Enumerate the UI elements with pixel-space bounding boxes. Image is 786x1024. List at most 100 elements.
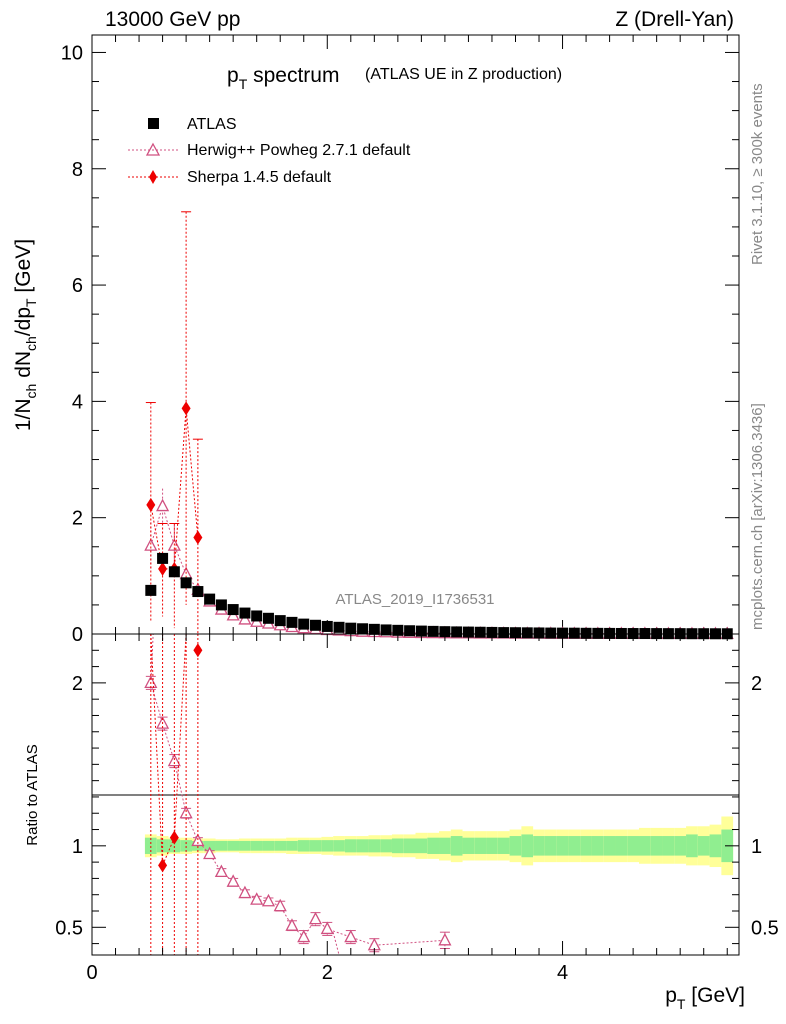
ratio-band-inner bbox=[533, 836, 545, 856]
atlas-point bbox=[204, 593, 216, 605]
ratio-band-inner bbox=[662, 836, 675, 856]
ratio-band-inner bbox=[521, 834, 534, 858]
ratio-band-inner bbox=[321, 840, 334, 852]
atlas-point bbox=[274, 615, 286, 627]
atlas-point bbox=[545, 627, 557, 639]
atlas-point bbox=[557, 627, 569, 639]
atlas-point bbox=[415, 625, 427, 637]
atlas-point bbox=[333, 621, 345, 633]
ratio-band-inner bbox=[239, 840, 251, 851]
atlas-point bbox=[321, 620, 333, 632]
atlas-point bbox=[227, 604, 239, 616]
ratio-band-inner bbox=[380, 839, 392, 853]
ratio-ytick-label: 0.5 bbox=[55, 917, 83, 939]
ratio-herwig-point bbox=[261, 893, 276, 907]
ratio-herwig-point bbox=[308, 911, 323, 925]
atlas-point bbox=[368, 623, 380, 635]
ratio-band-inner bbox=[415, 838, 428, 854]
ratio-herwig-point bbox=[273, 898, 287, 912]
ratio-band-inner bbox=[144, 837, 157, 854]
ratio-herwig-point bbox=[344, 929, 358, 943]
atlas-point bbox=[521, 627, 533, 639]
ratio-herwig-point bbox=[438, 932, 452, 946]
ratio-herwig-point bbox=[167, 753, 181, 767]
main-panel: 0 2 4 6 8 10 ATLAS_2019_I1736531 bbox=[61, 34, 740, 646]
ratio-band-inner bbox=[227, 840, 240, 851]
atlas-point bbox=[439, 626, 451, 638]
analysis-id: ATLAS_2019_I1736531 bbox=[335, 591, 494, 608]
atlas-point bbox=[251, 610, 263, 622]
ratio-herwig-point bbox=[203, 846, 217, 860]
mcplots-label: mcplots.cern.ch [arXiv:1306.3436] bbox=[749, 403, 766, 630]
main-ytick-label: 8 bbox=[72, 159, 83, 181]
atlas-point bbox=[404, 625, 416, 637]
ratio-sherpa-point bbox=[158, 858, 168, 873]
legend-marker-sherpa bbox=[149, 170, 157, 184]
main-marks bbox=[144, 211, 734, 640]
plot-title-sub: T bbox=[239, 76, 248, 92]
ratio-herwig-point bbox=[214, 864, 228, 878]
ratio-herwig-line bbox=[150, 682, 445, 946]
atlas-point bbox=[192, 586, 204, 598]
atlas-point bbox=[168, 566, 180, 578]
ratio-herwig-tail bbox=[332, 932, 340, 956]
legend-label-atlas: ATLAS bbox=[187, 116, 237, 133]
atlas-point bbox=[580, 627, 592, 639]
ratio-band-inner bbox=[450, 836, 463, 856]
ratio-sherpa-point bbox=[169, 830, 179, 845]
atlas-point bbox=[357, 623, 369, 635]
atlas-point bbox=[462, 626, 474, 638]
atlas-point bbox=[451, 626, 463, 638]
plot-title-note: (ATLAS UE in Z production) bbox=[365, 66, 562, 83]
ratio-herwig-point bbox=[226, 874, 240, 887]
ratio-band-inner bbox=[297, 840, 310, 852]
ratio-ytick-label-right: 0.5 bbox=[751, 917, 779, 939]
ratio-herwig-point bbox=[320, 921, 334, 935]
atlas-point bbox=[215, 599, 227, 611]
plot-title-p: p bbox=[227, 64, 239, 87]
atlas-point bbox=[604, 627, 616, 639]
ratio-band-inner bbox=[368, 839, 381, 853]
ratio-panel: 0.5 0.5 1 1 2 2 0 2 4 bbox=[55, 633, 779, 984]
atlas-point bbox=[615, 627, 627, 639]
ratio-band-inner bbox=[215, 840, 228, 851]
atlas-point bbox=[533, 627, 545, 639]
ratio-band-inner bbox=[615, 836, 628, 856]
atlas-point bbox=[145, 584, 157, 596]
ratio-band-inner bbox=[262, 840, 275, 851]
main-ticks: 0 2 4 6 8 10 bbox=[61, 35, 739, 646]
ratio-band-inner bbox=[627, 836, 640, 856]
ratio-band-inner bbox=[309, 840, 322, 852]
atlas-point bbox=[498, 627, 510, 639]
ratio-band-inner bbox=[544, 836, 557, 856]
ratio-herwig-point bbox=[179, 805, 193, 819]
ratio-band-inner bbox=[156, 839, 169, 853]
atlas-point bbox=[592, 627, 604, 639]
plot-title-rest: spectrum bbox=[247, 64, 339, 87]
ratio-marks bbox=[144, 633, 452, 956]
ratio-band-inner bbox=[580, 836, 592, 856]
sherpa-point bbox=[146, 497, 156, 512]
main-ytick-label: 10 bbox=[61, 42, 83, 64]
ratio-band-inner bbox=[462, 837, 475, 854]
ratio-band-inner bbox=[356, 839, 369, 853]
atlas-point bbox=[157, 552, 169, 564]
ratio-sherpa-line bbox=[150, 633, 187, 866]
main-ylabel: 1/Nch dNch/dpT [GeV] bbox=[12, 239, 39, 431]
main-ytick-label: 2 bbox=[72, 508, 83, 530]
ratio-ytick-label-right: 1 bbox=[751, 836, 762, 858]
atlas-point bbox=[474, 626, 486, 638]
header-right: Z (Drell-Yan) bbox=[615, 8, 734, 31]
ratio-band-inner bbox=[286, 840, 298, 851]
atlas-point bbox=[310, 619, 322, 631]
atlas-point bbox=[380, 624, 392, 636]
atlas-point bbox=[392, 624, 404, 636]
ratio-band bbox=[144, 816, 734, 876]
atlas-point bbox=[486, 626, 498, 638]
ratio-ticks: 0.5 0.5 1 1 2 2 0 2 4 bbox=[55, 634, 779, 984]
ratio-band-inner bbox=[403, 838, 416, 854]
herwig-point bbox=[238, 612, 252, 625]
legend: ATLAS Herwig++ Powheg 2.7.1 default Sher… bbox=[128, 116, 411, 186]
atlas-point bbox=[262, 612, 274, 624]
ratio-band-inner bbox=[274, 840, 287, 851]
